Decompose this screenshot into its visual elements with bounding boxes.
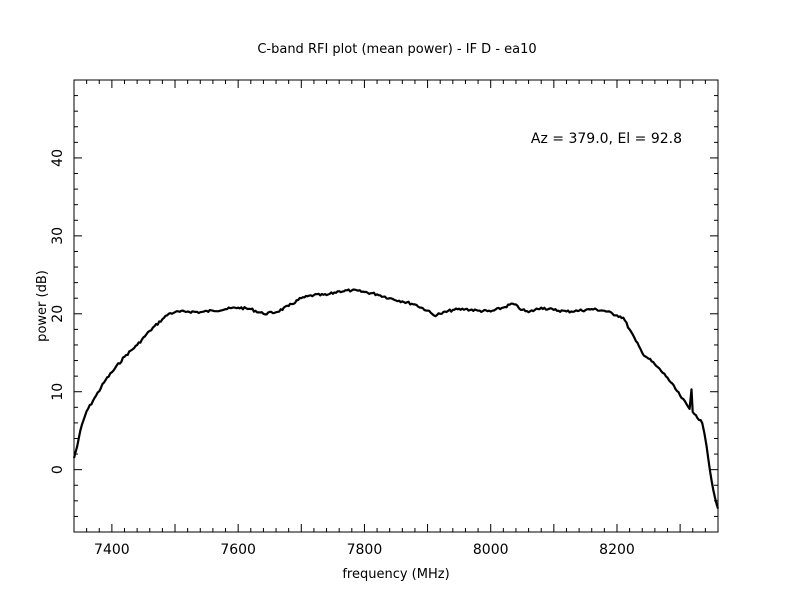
- x-tick-labels: 7400 7600 7800 8000 8200: [94, 542, 635, 558]
- x-axis-title: frequency (MHz): [342, 567, 449, 582]
- x-tick-label: 8200: [599, 542, 635, 558]
- x-tick-label: 7800: [347, 542, 383, 558]
- y-tick-label: 30: [50, 227, 66, 245]
- y-tick-label: 10: [50, 383, 66, 401]
- chart-title: C-band RFI plot (mean power) - IF D - ea…: [257, 42, 536, 57]
- x-tick-label: 7600: [220, 542, 256, 558]
- axis-ticks: [73, 79, 719, 533]
- y-tick-label: 40: [50, 149, 66, 167]
- y-axis-title: power (dB): [35, 270, 50, 342]
- y-tick-labels: 0 10 20 30 40: [50, 149, 66, 474]
- power-trace: [72, 288, 720, 509]
- plot-frame: [73, 79, 719, 533]
- x-tick-label: 7400: [94, 542, 130, 558]
- x-tick-label: 8000: [473, 542, 509, 558]
- az-el-annotation: Az = 379.0, El = 92.8: [531, 131, 682, 147]
- y-tick-label: 20: [50, 305, 66, 323]
- y-tick-label: 0: [50, 465, 66, 474]
